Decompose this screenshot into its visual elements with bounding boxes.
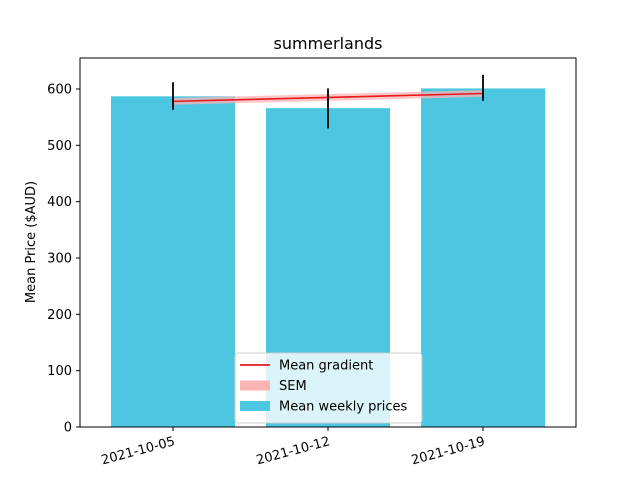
bar-2021-10-05 (111, 96, 235, 427)
bar-2021-10-19 (421, 88, 545, 427)
y-tick-label-400: 400 (47, 195, 72, 210)
y-tick-label-500: 500 (47, 139, 72, 154)
chart-title: summerlands (274, 34, 383, 53)
x-tick-label-2021-10-19: 2021-10-19 (410, 434, 487, 468)
y-tick-label-100: 100 (47, 364, 72, 379)
legend-label-2: Mean weekly prices (279, 400, 408, 415)
legend: Mean gradient SEM Mean weekly prices (234, 352, 423, 424)
legend-swatch-sem (240, 380, 270, 391)
legend-label-0: Mean gradient (279, 359, 373, 374)
y-tick-label-300: 300 (47, 251, 72, 266)
legend-box (234, 352, 423, 424)
x-tick-label-2021-10-05: 2021-10-05 (100, 434, 177, 468)
y-tick-label-0: 0 (64, 421, 72, 436)
y-axis-label: Mean Price ($AUD) (24, 181, 39, 303)
y-tick-label-600: 600 (47, 82, 72, 97)
y-tick-label-200: 200 (47, 308, 72, 323)
x-tick-label-2021-10-12: 2021-10-12 (255, 434, 332, 468)
legend-label-1: SEM (279, 379, 307, 394)
legend-swatch-mean-weekly-prices (240, 401, 270, 411)
